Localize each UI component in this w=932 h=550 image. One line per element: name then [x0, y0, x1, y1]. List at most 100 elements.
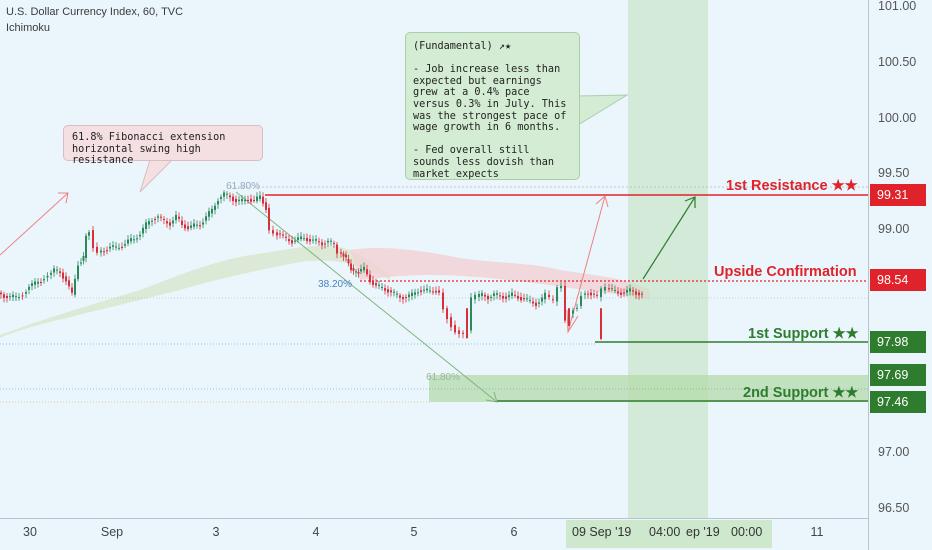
- candle-body: [50, 272, 52, 275]
- fundamental-annotation[interactable]: (Fundamental) ↗★ - Job increase less tha…: [405, 32, 580, 180]
- candle-body: [297, 237, 299, 241]
- candle-body: [405, 297, 407, 299]
- candle-body: [157, 216, 159, 218]
- y-tick-label: 100.50: [878, 54, 917, 69]
- resistance-price-tag: 99.31: [870, 184, 926, 206]
- y-tick-label: 100.00: [878, 110, 917, 125]
- candle-body: [37, 281, 39, 284]
- candle-body: [632, 290, 634, 292]
- candle-body: [31, 283, 33, 286]
- candle-body: [336, 244, 338, 254]
- candle-body: [288, 239, 290, 242]
- candle-body: [330, 240, 332, 242]
- candle-body: [3, 294, 5, 298]
- candle-body: [321, 242, 323, 246]
- candle-body: [276, 232, 278, 236]
- fib-annotation[interactable]: 61.8% Fibonacci extension horizontal swi…: [63, 125, 263, 166]
- candle-body: [53, 268, 55, 273]
- chart-title: U.S. Dollar Currency Index, 60, TVC: [6, 6, 184, 18]
- candle-body: [265, 202, 267, 210]
- candle-body: [312, 239, 314, 241]
- candle-body: [226, 193, 228, 195]
- candle-body: [580, 295, 582, 306]
- indicator-label[interactable]: Ichimoku: [6, 22, 51, 34]
- candle-body: [470, 297, 472, 331]
- candle-body: [205, 216, 207, 221]
- candle-body: [21, 295, 24, 297]
- candle-body: [372, 280, 374, 285]
- candle-body: [508, 295, 510, 298]
- candle-body: [487, 295, 489, 300]
- time-time-label: 04:00: [649, 525, 681, 539]
- candle-body: [363, 266, 365, 271]
- candle-body: [169, 222, 171, 226]
- candle-body: [142, 227, 144, 234]
- candle-body: [59, 271, 61, 274]
- candle-body: [306, 237, 308, 242]
- candle-body: [350, 263, 352, 271]
- candle-body: [587, 293, 589, 295]
- candle-body: [43, 279, 45, 281]
- candle-body: [65, 276, 67, 282]
- candle-body: [115, 246, 117, 248]
- candle-body: [259, 195, 261, 199]
- candle-body: [80, 262, 82, 264]
- candle-body: [572, 310, 574, 314]
- candle-body: [375, 283, 377, 286]
- x-tick-label: Sep: [100, 525, 124, 539]
- candle-body: [235, 198, 237, 203]
- candle-body: [175, 214, 177, 221]
- candle-body: [208, 211, 210, 217]
- candle-body: [178, 216, 180, 219]
- candle-body: [623, 292, 625, 294]
- support1-label: 1st Support ★★: [748, 326, 859, 342]
- candle-body: [151, 220, 153, 222]
- candle-body: [548, 294, 550, 298]
- candle-body: [481, 293, 483, 296]
- candle-body: [474, 294, 476, 300]
- candle-body: [608, 288, 610, 290]
- fib-618-top-label: 61.80%: [226, 181, 260, 192]
- candle-body: [118, 247, 120, 249]
- candle-body: [327, 240, 329, 243]
- candle-body: [160, 216, 162, 218]
- fib-618-bottom-label: 61.80%: [426, 372, 460, 383]
- candle-body: [435, 290, 437, 293]
- candle-body: [529, 299, 531, 301]
- candle-body: [584, 293, 586, 295]
- candle-body: [544, 292, 546, 300]
- candle-body: [187, 226, 189, 230]
- time-time2-label: 00:00: [731, 525, 763, 539]
- candle-body: [148, 221, 150, 225]
- candle-body: [121, 246, 123, 248]
- candle-body: [109, 246, 111, 249]
- candle-body: [127, 239, 129, 244]
- candle-body: [438, 290, 440, 293]
- candle-body: [199, 225, 201, 227]
- candle-body: [106, 250, 108, 252]
- candle-body: [541, 297, 543, 302]
- candle-body: [502, 295, 504, 299]
- candle-body: [499, 295, 501, 297]
- candle-body: [12, 294, 14, 298]
- support2-label: 2nd Support ★★: [743, 385, 859, 401]
- candle-body: [74, 278, 76, 295]
- candle-body: [496, 293, 498, 295]
- candle-body: [429, 290, 431, 292]
- candle-body: [309, 239, 311, 242]
- candle-body: [56, 269, 58, 271]
- candle-body: [229, 195, 231, 198]
- candle-body: [217, 201, 219, 205]
- support2a-price-tag: 97.69: [870, 364, 926, 386]
- upside-price-tag: 98.54: [870, 269, 926, 291]
- fib-382-label: 38.20%: [318, 279, 352, 290]
- candle-body: [88, 232, 90, 236]
- candle-body: [34, 281, 36, 285]
- resistance-label: 1st Resistance ★★: [726, 178, 858, 194]
- candle-body: [15, 296, 17, 298]
- candle-body: [366, 269, 368, 275]
- candle-body: [604, 287, 606, 291]
- candle-body: [600, 288, 602, 298]
- candle-body: [124, 244, 126, 246]
